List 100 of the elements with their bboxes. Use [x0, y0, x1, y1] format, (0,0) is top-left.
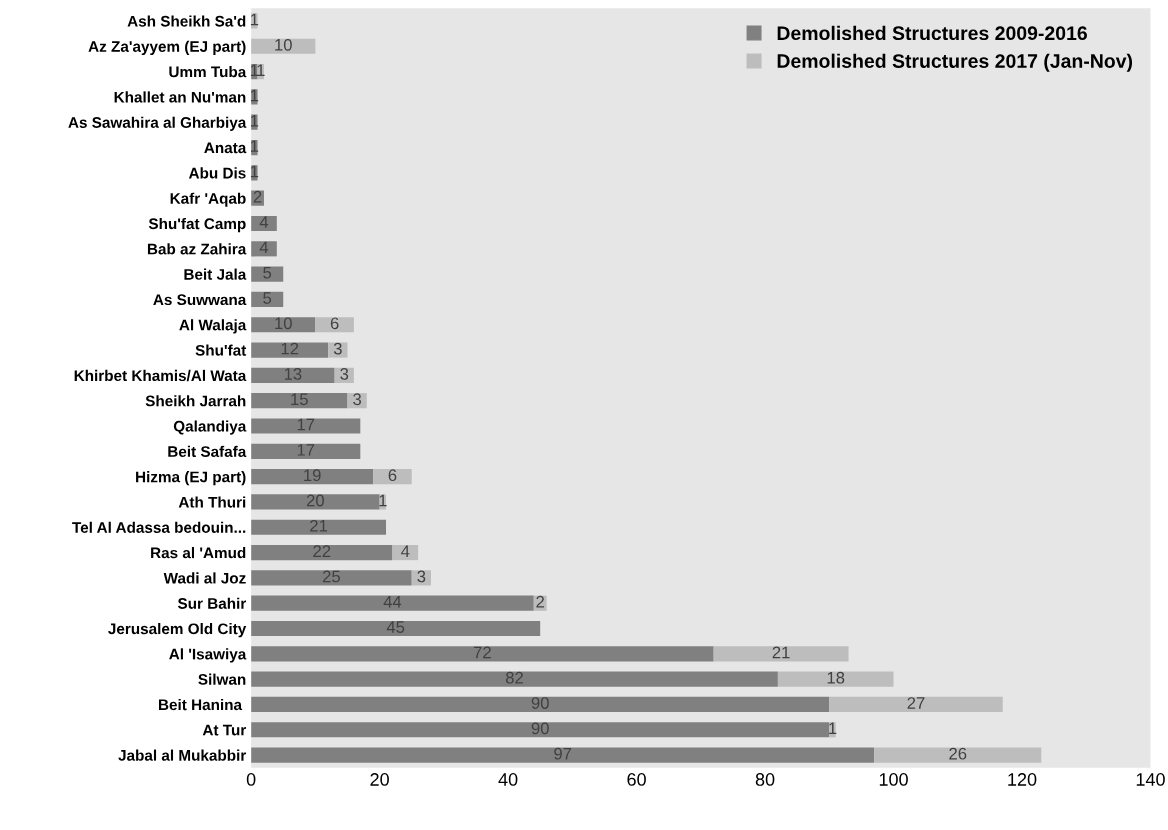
data-label: 21	[310, 519, 328, 532]
legend-label: Demolished Structures 2009-2016	[777, 25, 1087, 41]
y-tick-label: Az Za'ayyem (EJ part)	[88, 40, 246, 55]
y-tick-label: Beit Hanina	[159, 698, 243, 711]
bar	[251, 722, 830, 738]
data-label: 4	[259, 241, 269, 254]
y-tick-label: Qalandiya	[173, 420, 247, 435]
y-tick-label: Al 'Isawiya	[169, 648, 247, 663]
data-label: 15	[291, 393, 308, 406]
y-tick-label: Shu'fat	[195, 344, 247, 356]
data-label: 44	[383, 596, 402, 608]
bar	[777, 671, 894, 687]
data-label: 5	[263, 292, 272, 304]
y-tick-label: Abu Dis	[188, 167, 246, 179]
data-label: 90	[531, 697, 549, 709]
x-tick-label: 80	[755, 773, 775, 786]
bar	[829, 696, 1003, 713]
y-tick-label: Sheikh Jarrah	[145, 395, 246, 407]
data-label: 5	[263, 266, 272, 279]
data-label: 6	[388, 469, 397, 482]
x-tick-label: 0	[246, 773, 256, 786]
y-tick-label: Anata	[204, 142, 247, 154]
y-tick-label: Ras al 'Amud	[151, 547, 246, 559]
x-tick-label: 40	[498, 773, 518, 786]
legend-label: Demolished Structures 2017 (Jan-Nov)	[777, 53, 1133, 72]
bar	[251, 443, 361, 459]
bar	[251, 519, 387, 535]
data-label: 1	[250, 115, 259, 127]
data-label: 19	[304, 469, 321, 482]
data-label: 21	[772, 646, 790, 659]
bar	[251, 367, 335, 383]
y-tick-label: Silwan	[198, 673, 246, 685]
y-tick-label: Ash Sheikh Sa'd	[127, 15, 246, 27]
x-tick-label: 60	[627, 773, 646, 786]
y-tick-label: At Tur	[202, 724, 247, 736]
data-label: 22	[313, 545, 331, 557]
y-tick-label: Al Walaja	[179, 319, 247, 334]
y-tick-label: Khallet an Nu'man	[114, 91, 246, 103]
data-label: 90	[531, 722, 549, 735]
y-tick-label: Khirbet Khamis/Al Wata	[74, 369, 247, 382]
data-label: 3	[333, 342, 342, 355]
data-label: 12	[281, 342, 299, 355]
data-label: 3	[340, 368, 349, 380]
bar	[251, 494, 380, 510]
data-label: 4	[259, 216, 269, 228]
bar	[251, 544, 393, 561]
y-tick-label: Ath Thuri	[178, 496, 246, 508]
data-label: 10	[275, 38, 292, 51]
data-label: 27	[907, 697, 925, 709]
x-tick-label: 100	[879, 773, 908, 786]
y-tick-label: Shu'fat Camp	[148, 217, 246, 233]
bar	[315, 317, 354, 333]
data-label: 25	[322, 570, 340, 583]
bar	[251, 671, 778, 687]
y-tick-label: Jabal al Mukabbir	[118, 749, 247, 761]
bar	[251, 646, 714, 662]
data-label: 1	[257, 64, 265, 76]
data-label: 17	[297, 444, 315, 456]
data-label: 18	[827, 671, 845, 684]
bar	[392, 544, 419, 561]
y-tick-label: Bab az Zahira	[147, 243, 247, 255]
data-label: 45	[386, 621, 405, 633]
y-tick-label: Beit Safafa	[168, 445, 247, 457]
data-label: 20	[306, 494, 324, 507]
y-tick-label: Sur Bahir	[177, 597, 247, 609]
y-tick-label: As Sawahira al Gharbiya	[68, 116, 247, 131]
data-label: 1	[250, 13, 259, 26]
data-label: 3	[417, 570, 426, 583]
data-label: 6	[330, 317, 339, 330]
data-label: 2	[253, 190, 262, 203]
bar	[251, 342, 329, 358]
data-label: 1	[829, 722, 837, 735]
data-label: 26	[949, 747, 967, 760]
data-label: 13	[284, 368, 302, 380]
bar	[713, 646, 849, 662]
y-tick-label: Hizma (EJ part)	[136, 471, 246, 486]
data-label: 10	[275, 317, 292, 330]
bar	[251, 418, 361, 434]
y-tick-label: As Suwwana	[153, 294, 247, 306]
y-tick-label: Beit Jala	[184, 268, 247, 280]
data-label: 1	[379, 494, 387, 507]
y-tick-label: Jerusalem Old City	[108, 622, 247, 638]
y-tick-label: Tel Al Adassa bedouin...	[72, 521, 246, 533]
x-tick-label: 20	[370, 773, 389, 786]
bar	[874, 747, 1042, 763]
bar	[251, 595, 534, 611]
data-label: 3	[353, 393, 362, 406]
y-tick-label: Wadi al Joz	[163, 572, 246, 584]
data-label: 72	[473, 646, 491, 659]
bar	[373, 469, 412, 485]
data-label: 4	[401, 545, 410, 557]
bar	[251, 570, 412, 586]
data-label: 1	[250, 165, 259, 178]
data-label: 2	[536, 595, 544, 608]
bar	[251, 747, 875, 763]
data-label: 1	[250, 89, 259, 102]
bar	[251, 317, 316, 333]
bar	[251, 620, 541, 637]
bar	[251, 393, 348, 409]
bar	[251, 696, 830, 713]
